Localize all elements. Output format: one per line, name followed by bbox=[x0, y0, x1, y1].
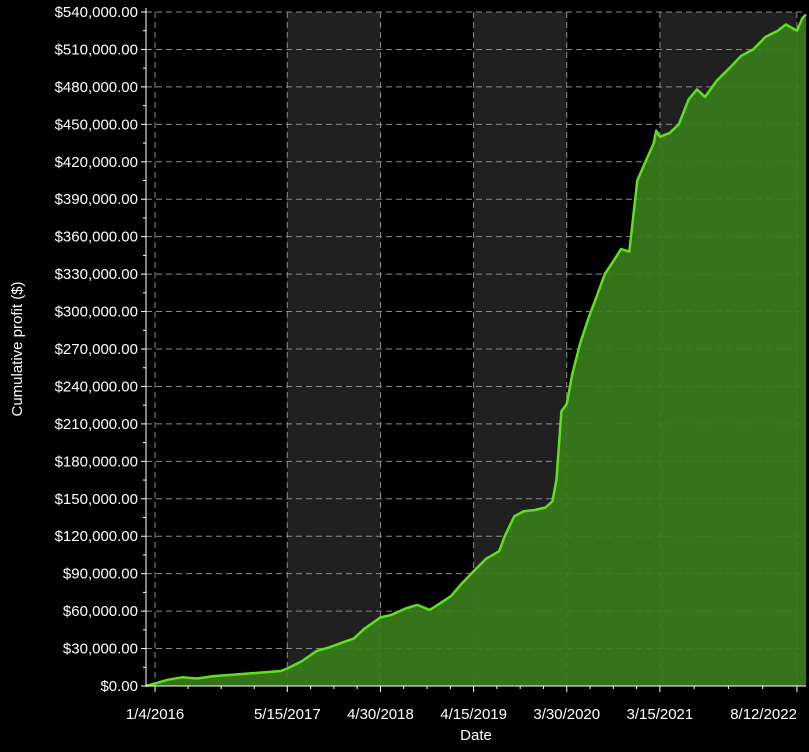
y-tick-label-7: $210,000.00 bbox=[55, 416, 138, 433]
y-axis-title: Cumulative profit ($) bbox=[9, 281, 26, 416]
y-tick-label-9: $270,000.00 bbox=[55, 341, 138, 358]
x-tick-label-4: 3/30/2020 bbox=[533, 706, 600, 723]
y-tick-label-14: $420,000.00 bbox=[55, 154, 138, 171]
x-tick-label-3: 4/15/2019 bbox=[440, 706, 507, 723]
x-tick-label-0: 1/4/2016 bbox=[126, 706, 184, 723]
x-tick-label-6: 8/12/2022 bbox=[730, 706, 797, 723]
x-axis-ticks: 1/4/2016 5/15/2017 4/30/2018 4/15/2019 3/30/… bbox=[126, 686, 798, 723]
series-area-fill-0 bbox=[146, 14, 806, 686]
y-tick-label-12: $360,000.00 bbox=[55, 229, 138, 246]
axes bbox=[145, 8, 806, 687]
y-tick-label-18: $540,000.00 bbox=[55, 4, 138, 21]
y-tick-label-13: $390,000.00 bbox=[55, 191, 138, 208]
y-tick-label-0: $0.00 bbox=[100, 678, 138, 695]
y-tick-label-2: $60,000.00 bbox=[63, 603, 138, 620]
y-tick-label-17: $510,000.00 bbox=[55, 41, 138, 58]
y-tick-label-5: $150,000.00 bbox=[55, 491, 138, 508]
x-tick-label-2: 4/30/2018 bbox=[347, 706, 414, 723]
y-tick-label-1: $30,000.00 bbox=[63, 641, 138, 658]
y-tick-label-16: $480,000.00 bbox=[55, 79, 138, 96]
y-axis-ticks: $0.00 $30,000.00 $60,000.00 $90,000.00 $120,… bbox=[55, 4, 146, 695]
y-tick-label-15: $450,000.00 bbox=[55, 116, 138, 133]
band-1 bbox=[287, 12, 381, 686]
series-area bbox=[145, 13, 807, 688]
y-tick-label-10: $300,000.00 bbox=[55, 304, 138, 321]
series-line-0 bbox=[145, 13, 807, 688]
x-axis-title: Date bbox=[460, 727, 492, 744]
y-tick-label-3: $90,000.00 bbox=[63, 566, 138, 583]
y-tick-label-8: $240,000.00 bbox=[55, 378, 138, 395]
x-tick-label-5: 3/15/2021 bbox=[627, 706, 694, 723]
x-tick-label-1: 5/15/2017 bbox=[254, 706, 321, 723]
y-tick-label-6: $180,000.00 bbox=[55, 453, 138, 470]
y-tick-label-11: $330,000.00 bbox=[55, 266, 138, 283]
y-tick-label-4: $120,000.00 bbox=[55, 528, 138, 545]
